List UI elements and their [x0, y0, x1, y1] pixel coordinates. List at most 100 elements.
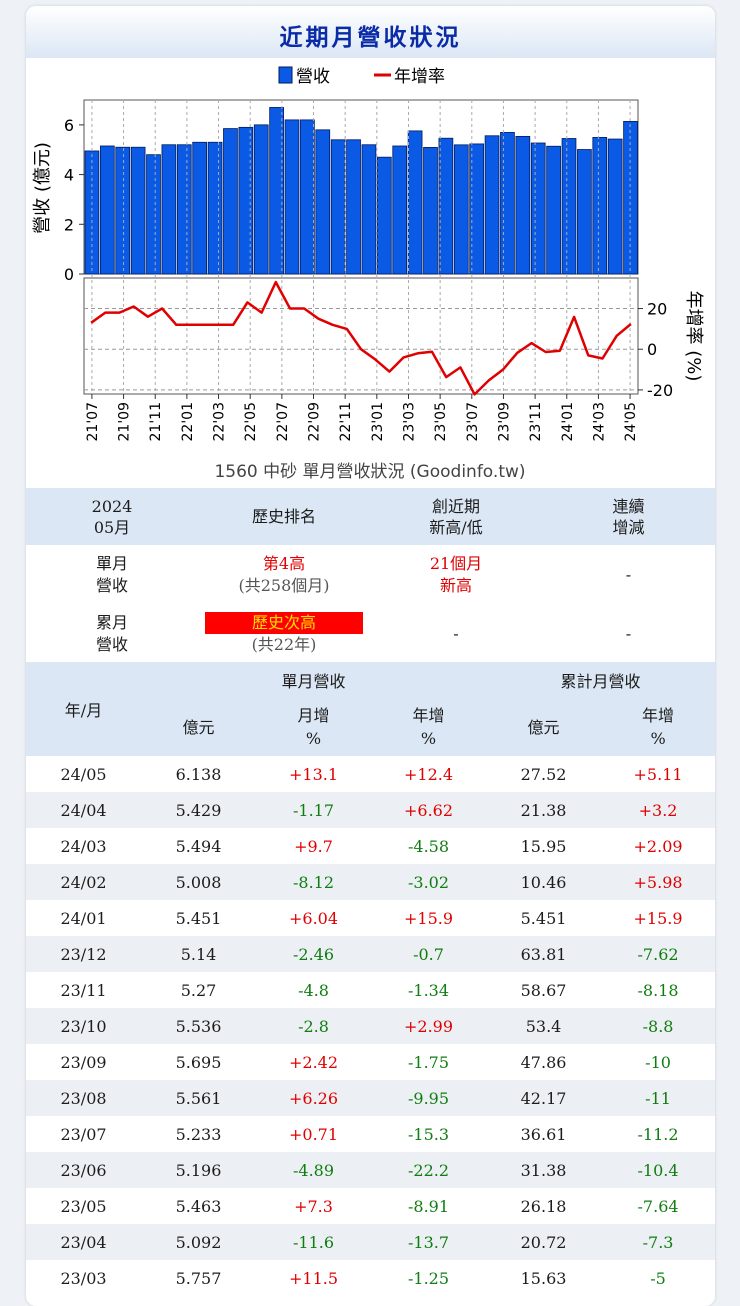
revenue-bar	[99, 145, 115, 275]
legend-bar-label: 營收	[296, 67, 330, 87]
cum-yoy-cell: -10	[645, 1052, 671, 1072]
table-row: 24/03 5.494 +9.7 -4.58 15.95 +2.09	[26, 828, 715, 864]
x-tick-label: 24'01	[560, 402, 576, 441]
x-tick-label: 22'11	[338, 402, 354, 441]
yoy-cell: -15.3	[408, 1124, 450, 1144]
yoy-cell: -22.2	[371, 1152, 487, 1188]
revenue-bar	[192, 141, 208, 275]
stats-cumulative-rank: 歷史次高 (共22年)	[198, 605, 370, 663]
revenue-bar	[253, 124, 269, 275]
stats-monthly-recent: 21個月 新高	[429, 554, 483, 595]
table-row: 24/05 6.138 +13.1 +12.4 27.52 +5.11	[26, 756, 715, 792]
revenue-bar	[315, 129, 331, 275]
yoy-cell: -1.34	[408, 980, 450, 1000]
table-row: 23/04 5.092 -11.6 -13.7 20.72 -7.3	[26, 1224, 715, 1260]
stats-monthly-streak: -	[625, 565, 632, 584]
y1-axis-label: 營收 (億元)	[32, 142, 53, 234]
table-row: 24/04 5.429 -1.17 +6.62 21.38 +3.2	[26, 792, 715, 828]
x-tick-label: 21'11	[148, 402, 164, 441]
yoy-header: 年增%	[371, 698, 487, 756]
revenue-bar	[330, 139, 346, 275]
x-tick-label: 23'07	[465, 402, 481, 441]
revenue-bar	[269, 107, 284, 275]
cum-yoy-cell: -11.2	[637, 1124, 679, 1144]
revenue-bar	[453, 144, 469, 275]
mom-cell: +6.04	[288, 908, 339, 928]
y1-tick-label: 0	[64, 265, 74, 284]
yoy-cell: -13.7	[371, 1224, 487, 1260]
cum-yoy-cell: -7.3	[601, 1224, 715, 1260]
cum-yoy-cell: +5.11	[633, 764, 683, 784]
amount-cell: 5.196	[141, 1152, 256, 1188]
stats-monthly-row: 單月 營收 第4高 (共258個月) 21個月 新高 -	[26, 545, 715, 605]
y1-tick-label: 4	[64, 166, 74, 185]
revenue-bar	[546, 145, 561, 275]
cum-amount-cell: 10.46	[486, 864, 602, 900]
cum-yoy-header: 年增%	[601, 698, 715, 756]
revenue-panel: 近期月營收狀況 營收 年增率 0 2 4 6 營收 (億元) 20 0 -20 年增率 (%) 21'…	[26, 6, 715, 1306]
stats-header-row: 2024 05月 歷史排名 創近期 新高/低 連續 增減	[26, 488, 715, 545]
stats-table: 2024 05月 歷史排名 創近期 新高/低 連續 增減 單月 營收 第4高 (共258個…	[26, 488, 715, 663]
mom-cell: +9.7	[294, 836, 333, 856]
y2-tick-label: 0	[647, 340, 657, 359]
stats-cumulative-recent: -	[453, 624, 459, 643]
revenue-bar	[530, 142, 546, 275]
revenue-bar	[146, 154, 161, 275]
x-tick-label: 22'03	[212, 402, 228, 441]
yoy-cell: -9.95	[371, 1080, 487, 1116]
amount-cell: 5.092	[141, 1224, 256, 1260]
amount-cell: 5.14	[141, 936, 256, 972]
single-group-header: 單月營收	[141, 662, 487, 698]
revenue-bar	[223, 128, 238, 275]
amount-cell: 5.463	[175, 1196, 222, 1216]
revenue-bar	[346, 139, 361, 275]
ym-cell: 24/03	[60, 836, 107, 856]
amount-cell: 5.561	[141, 1080, 256, 1116]
y2-axis-label: 年增率 (%)	[683, 291, 704, 382]
chart-svg: 營收 年增率 0 2 4 6 營收 (億元) 20 0 -20 年增率 (%) 21'07 21'09 2…	[32, 66, 704, 482]
x-tick-label: 23'09	[496, 402, 512, 441]
mom-header: 月增%	[256, 698, 371, 756]
revenue-bar	[238, 126, 254, 275]
stats-cumulative-streak: -	[625, 624, 632, 643]
yoy-cell: -3.02	[371, 864, 487, 900]
mom-cell: -11.6	[256, 1224, 371, 1260]
yoy-cell: -0.7	[371, 936, 487, 972]
amount-cell: 5.008	[141, 864, 256, 900]
x-tick-label: 22'07	[275, 402, 291, 441]
table-row: 23/12 5.14 -2.46 -0.7 63.81 -7.62	[26, 936, 715, 972]
amount-cell: 5.451	[175, 908, 222, 928]
cum-amount-cell: 15.63	[520, 1268, 567, 1288]
mom-cell: -1.17	[256, 792, 371, 828]
mom-cell: +0.71	[288, 1124, 339, 1144]
ym-cell: 23/10	[26, 1008, 141, 1044]
revenue-bar	[130, 146, 146, 275]
ym-cell: 23/04	[26, 1224, 141, 1260]
mom-cell: -4.8	[298, 980, 329, 1000]
table-row: 24/02 5.008 -8.12 -3.02 10.46 +5.98	[26, 864, 715, 900]
ym-cell: 24/05	[60, 764, 107, 784]
revenue-bar	[577, 149, 592, 275]
page-title: 近期月營收狀況	[279, 25, 462, 51]
mom-cell: -8.12	[256, 864, 371, 900]
revenue-bar	[438, 137, 454, 275]
yoy-cell: +12.4	[404, 764, 454, 784]
cum-amount-cell: 47.86	[520, 1052, 567, 1072]
monthly-revenue-table: 年/月 單月營收 累計月營收 億元 月增% 年增% 億元 年增% 24/05 6.…	[26, 662, 715, 1296]
title-bar: 近期月營收狀況	[26, 6, 715, 58]
revenue-bar	[469, 143, 485, 275]
stats-recent-header: 創近期 新高/低	[370, 488, 542, 545]
revenue-bar	[515, 135, 531, 275]
revenue-bar	[561, 138, 577, 275]
x-tick-label: 23'01	[370, 402, 386, 441]
ym-cell: 23/09	[60, 1052, 107, 1072]
monthly-subheader-row: 億元 月增% 年增% 億元 年增%	[26, 698, 715, 756]
amount-cell: 5.429	[141, 792, 256, 828]
yoy-cell: +2.99	[371, 1008, 487, 1044]
amount-cell: 5.494	[175, 836, 222, 856]
cum-amount-cell: 63.81	[486, 936, 602, 972]
x-tick-label: 21'09	[117, 402, 133, 441]
stats-cumulative-row: 累月 營收 歷史次高 (共22年) - -	[26, 605, 715, 663]
table-row: 23/03 5.757 +11.5 -1.25 15.63 -5	[26, 1260, 715, 1296]
table-row: 23/06 5.196 -4.89 -22.2 31.38 -10.4	[26, 1152, 715, 1188]
